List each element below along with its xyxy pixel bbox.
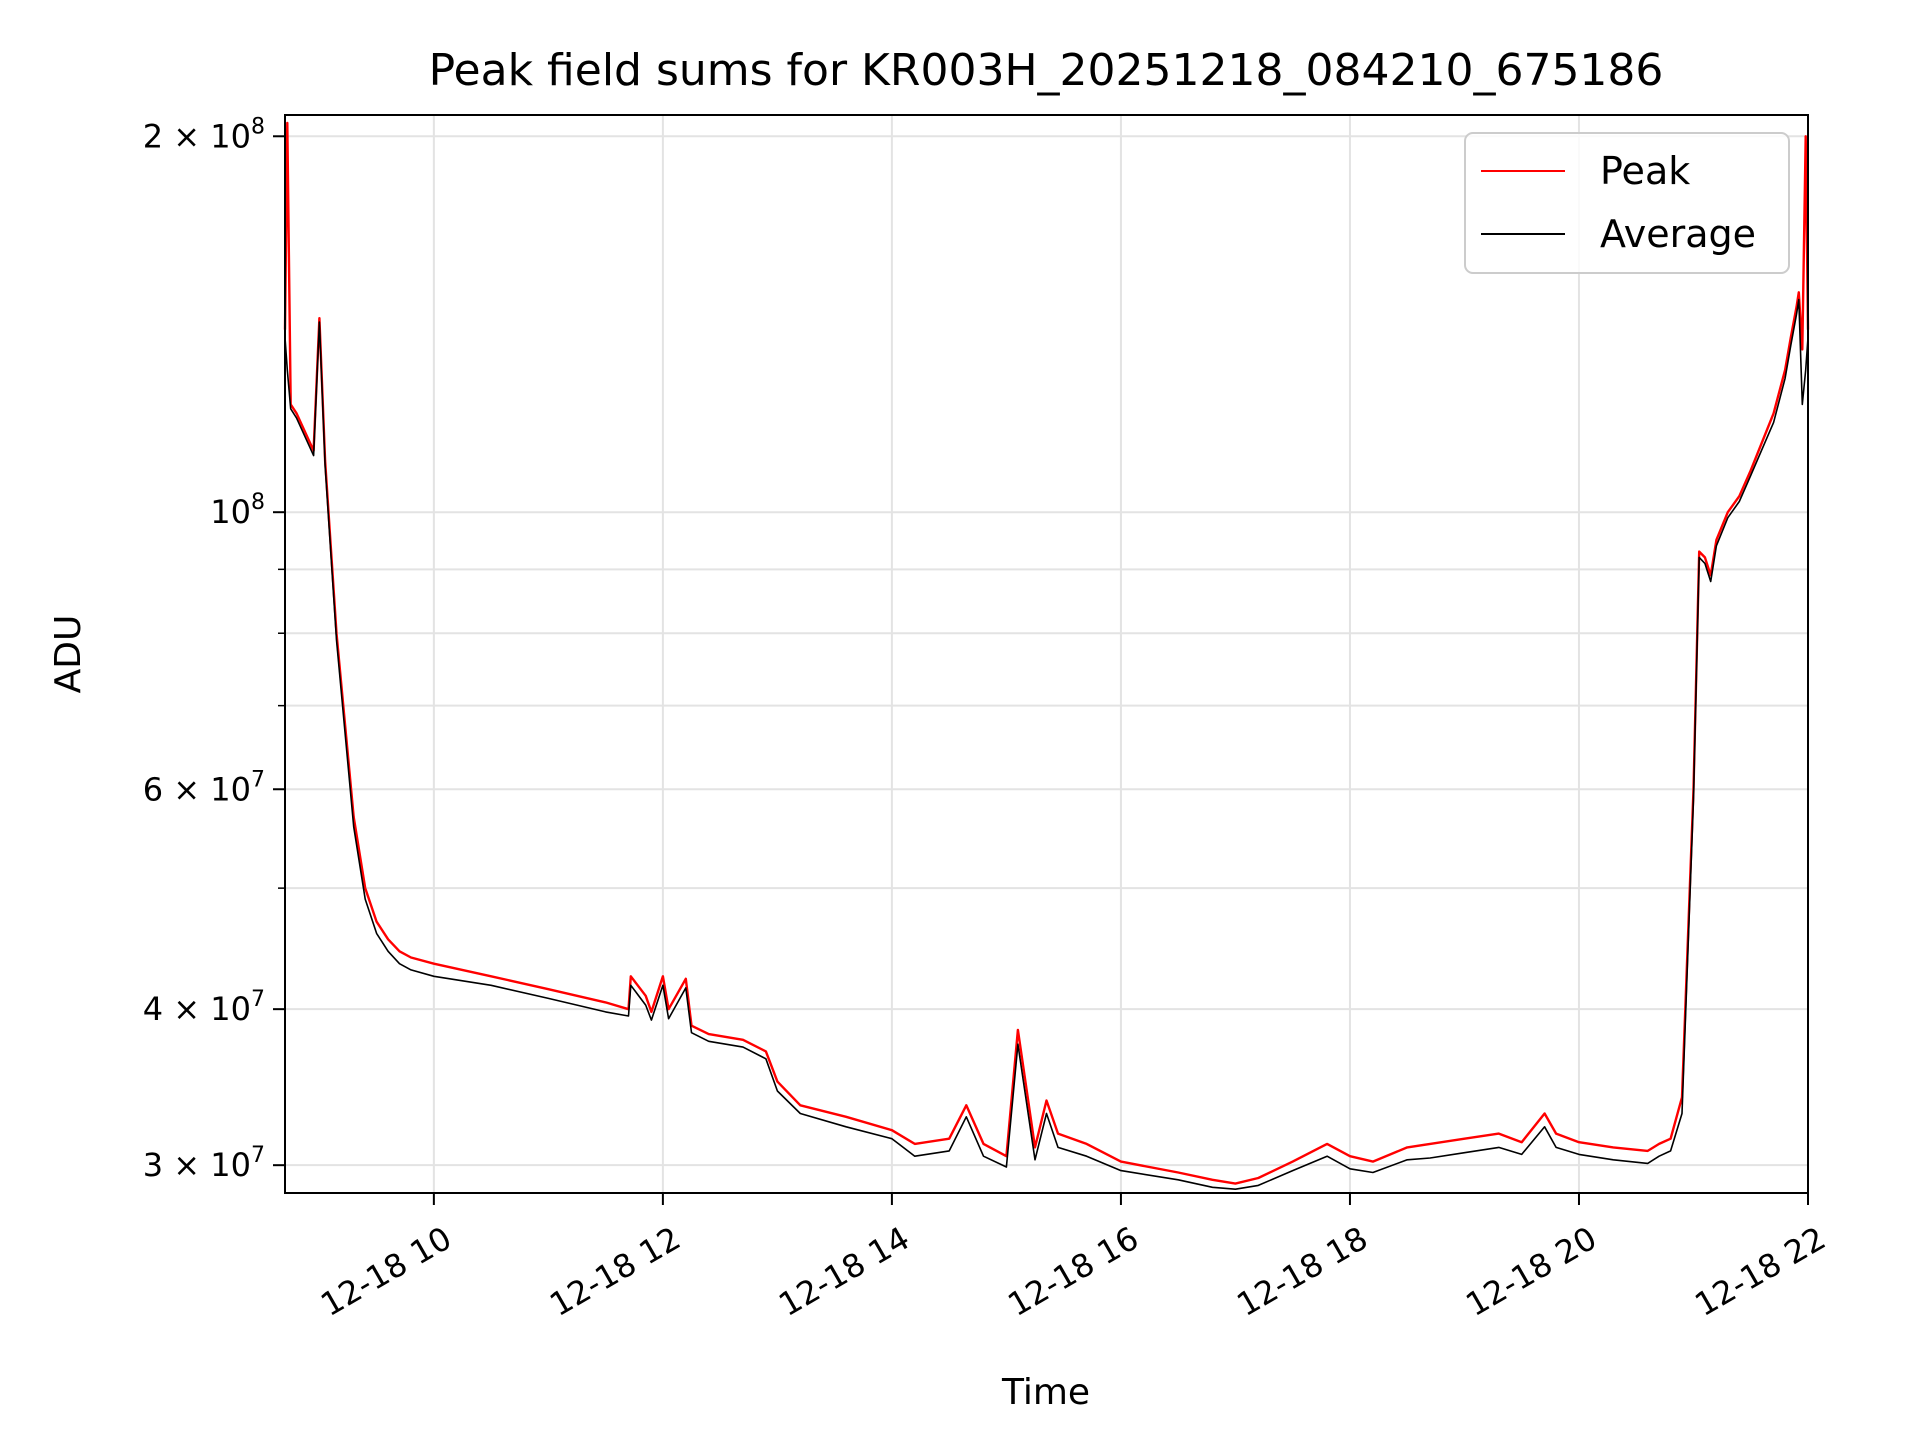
x-tick-label: 12-18 20: [1459, 1219, 1603, 1324]
legend: Peak Average: [1464, 132, 1790, 274]
y-axis: 3 × 107 4 × 107 6 × 107 108 2 × 108: [143, 114, 285, 1184]
series-lines: [283, 121, 1810, 1190]
x-tick-label: 12-18 14: [772, 1219, 916, 1324]
x-tick-label: 12-18 10: [314, 1219, 458, 1324]
legend-label-average: Average: [1600, 212, 1756, 256]
legend-label-peak: Peak: [1600, 149, 1690, 193]
x-tick-label: 12-18 12: [543, 1219, 687, 1324]
x-axis-label: Time: [1001, 1372, 1090, 1413]
y-tick-label: 4 × 107: [143, 987, 265, 1028]
chart-title: Peak field sums for KR003H_20251218_0842…: [429, 45, 1664, 96]
x-axis: 12-18 10 12-18 12 12-18 14 12-18 16 12-18 18…: [314, 1193, 1832, 1324]
x-tick-label: 12-18 18: [1230, 1219, 1374, 1324]
y-tick-label: 108: [210, 490, 265, 531]
legend-box: [1464, 132, 1790, 274]
plot-frame: [284, 114, 1809, 1194]
x-tick-label: 12-18 16: [1001, 1219, 1145, 1324]
grid-lines: [285, 115, 1809, 1193]
y-tick-label: 6 × 107: [143, 767, 265, 808]
x-tick-label: 12-18 22: [1688, 1219, 1832, 1324]
series-line-average: [284, 298, 1809, 1190]
series-line-peak: [283, 121, 1810, 1185]
y-tick-label: 3 × 107: [143, 1143, 265, 1184]
y-tick-label: 2 × 108: [143, 114, 265, 155]
y-axis-label: ADU: [48, 615, 89, 694]
